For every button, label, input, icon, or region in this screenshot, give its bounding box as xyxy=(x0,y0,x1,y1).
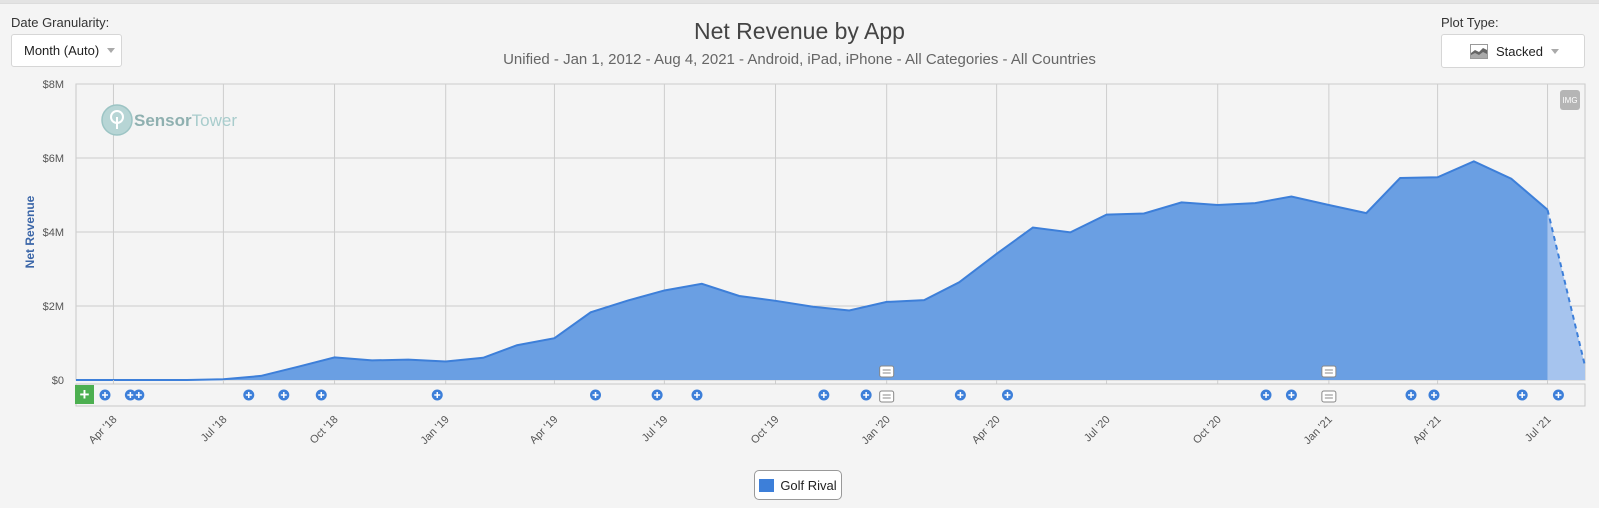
app-update-icon[interactable] xyxy=(1285,389,1297,401)
watermark-text: SensorTower xyxy=(134,111,237,130)
chart-title: Net Revenue by App xyxy=(694,18,905,44)
granularity-value: Month (Auto) xyxy=(24,43,100,58)
granularity-label: Date Granularity: xyxy=(11,15,110,30)
app-update-icon[interactable] xyxy=(1001,389,1013,401)
chevron-down-icon xyxy=(107,48,116,53)
app-update-icon[interactable] xyxy=(133,389,145,401)
legend-swatch xyxy=(759,478,775,492)
top-border xyxy=(0,0,1599,4)
legend-item-golf-rival[interactable]: Golf Rival xyxy=(754,470,842,500)
img-button-label: IMG xyxy=(1562,96,1577,105)
app-update-icon[interactable] xyxy=(99,389,111,401)
img-export-button[interactable]: IMG xyxy=(1560,90,1580,110)
event-marker-strip xyxy=(75,365,1586,407)
app-update-icon[interactable] xyxy=(315,389,327,401)
app-update-icon[interactable] xyxy=(818,389,830,401)
y-axis-title: Net Revenue xyxy=(23,195,37,268)
app-update-icon[interactable] xyxy=(1516,389,1528,401)
x-tick-label: Jan '21 xyxy=(1302,414,1335,447)
add-button-label: + xyxy=(80,385,90,404)
x-tick-label: Oct '20 xyxy=(1191,414,1224,447)
x-tick-label: Apr '20 xyxy=(970,414,1003,447)
y-axis: $0 $2M $4M $6M $8M xyxy=(43,79,64,387)
x-tick-label: Jul '20 xyxy=(1082,414,1113,445)
x-tick-label: Jan '20 xyxy=(859,414,892,447)
x-tick-label: Oct '18 xyxy=(308,414,341,447)
add-annotation-button[interactable]: + xyxy=(75,385,94,404)
sensortower-watermark: SensorTower xyxy=(101,104,237,136)
app-update-icon[interactable] xyxy=(860,389,872,401)
note-bubble xyxy=(879,390,895,403)
chevron-down-icon xyxy=(1550,48,1559,54)
app-update-icon[interactable] xyxy=(124,389,136,401)
plot-type-dropdown[interactable]: Stacked xyxy=(1441,34,1585,68)
app-update-icon[interactable] xyxy=(651,389,663,401)
x-tick-label: Apr '21 xyxy=(1411,414,1444,447)
y-tick-label: $0 xyxy=(52,375,64,387)
watermark-word-2: Tower xyxy=(192,111,238,130)
app-update-icon[interactable] xyxy=(954,389,966,401)
note-bubble-icon[interactable] xyxy=(879,365,895,378)
app-update-icon[interactable] xyxy=(1428,389,1440,401)
x-tick-label: Oct '19 xyxy=(749,414,782,447)
sensortower-logo-icon xyxy=(101,104,133,136)
plot-type-value: Stacked xyxy=(1496,43,1543,59)
app-update-icon[interactable] xyxy=(1260,389,1272,401)
y-tick-label: $8M xyxy=(43,79,64,91)
area-layer xyxy=(75,160,1586,381)
x-tick-label: Jul '18 xyxy=(199,414,230,445)
note-bubble xyxy=(1321,365,1337,378)
app-update-icon[interactable] xyxy=(691,389,703,401)
y-tick-label: $6M xyxy=(43,153,64,165)
watermark-word-1: Sensor xyxy=(134,111,192,130)
x-tick-label: Apr '18 xyxy=(87,414,120,447)
revenue-chart: $0 $2M $4M $6M $8M Apr '18 Jul '18 Oct '18 Jan … xyxy=(23,79,1586,447)
area-chart-icon xyxy=(1470,43,1488,59)
granularity-dropdown[interactable]: Month (Auto) xyxy=(11,34,122,67)
x-tick-label: Jul '21 xyxy=(1523,414,1554,445)
y-tick-label: $2M xyxy=(43,301,64,313)
legend-label: Golf Rival xyxy=(780,477,837,493)
app-update-icon[interactable] xyxy=(243,389,255,401)
note-bubble-icon[interactable] xyxy=(879,390,895,403)
app-update-icon[interactable] xyxy=(278,389,290,401)
note-bubble xyxy=(879,365,895,378)
chart-subtitle: Unified - Jan 1, 2012 - Aug 4, 2021 - An… xyxy=(503,51,1096,68)
y-tick-label: $4M xyxy=(43,227,64,239)
plot-type-label: Plot Type: xyxy=(1441,15,1499,30)
x-tick-label: Apr '19 xyxy=(528,414,561,447)
app-update-icon[interactable] xyxy=(590,389,602,401)
app-update-icon[interactable] xyxy=(1405,389,1417,401)
app-update-icon[interactable] xyxy=(431,389,443,401)
series-projection-area xyxy=(1547,209,1585,380)
series-area-golf-rival xyxy=(76,161,1548,380)
event-strip-frame xyxy=(75,383,1586,407)
note-bubble-icon[interactable] xyxy=(1321,390,1337,403)
note-bubble-icon[interactable] xyxy=(1321,365,1337,378)
x-tick-label: Jan '19 xyxy=(418,414,451,447)
note-bubble xyxy=(1321,390,1337,403)
app-update-icon[interactable] xyxy=(1552,389,1564,401)
x-tick-label: Jul '19 xyxy=(640,414,671,445)
